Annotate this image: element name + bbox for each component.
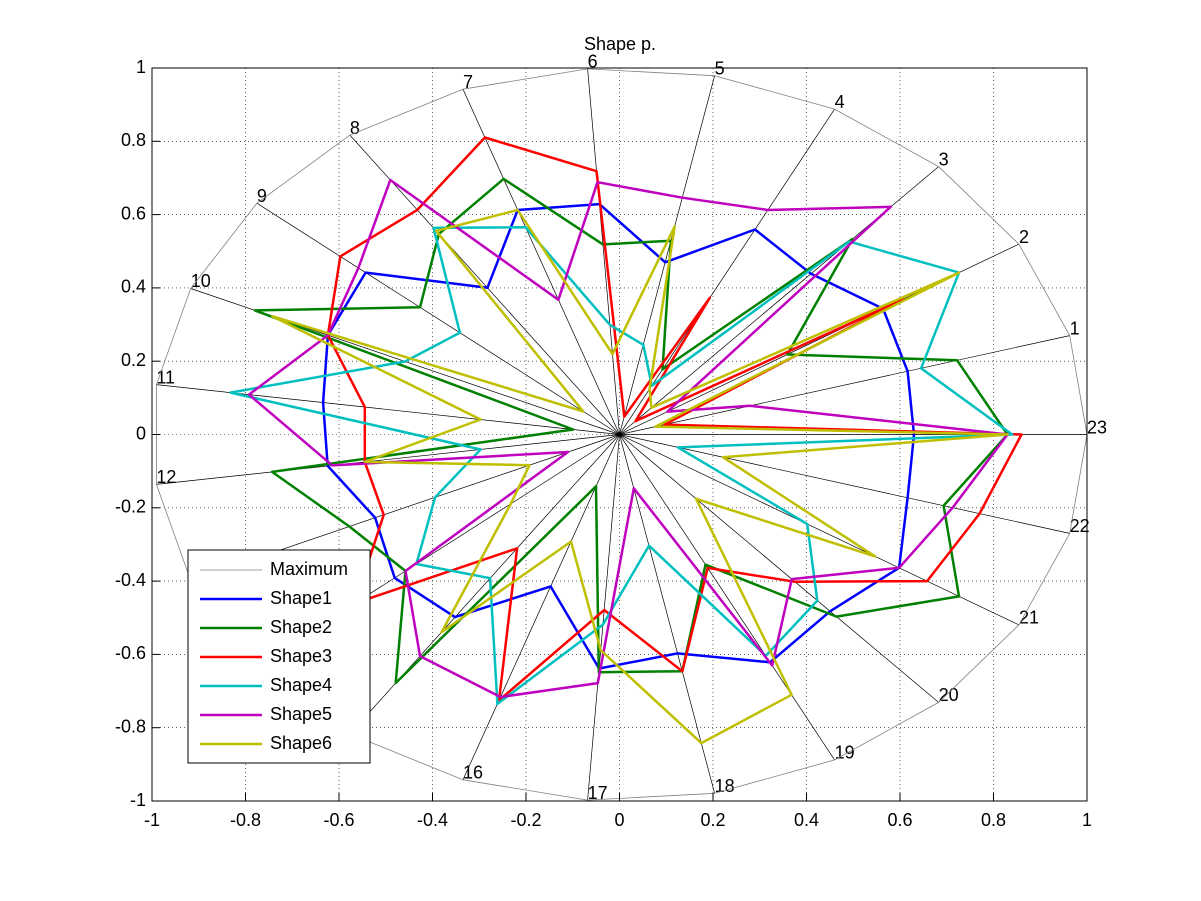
spoke-label: 1	[1070, 318, 1080, 338]
spoke-label: 23	[1087, 417, 1107, 437]
x-tick-label: -0.8	[230, 810, 261, 830]
spoke	[349, 434, 620, 735]
y-tick-label: 0.4	[121, 277, 146, 297]
legend-label: Shape2	[270, 617, 332, 637]
spoke	[587, 68, 620, 435]
y-tick-label: 0	[136, 423, 146, 443]
spoke	[349, 134, 620, 435]
legend: Maximum Shape1 Shape2 Shape3 Shape4 Shape5 Sha…	[187, 549, 371, 764]
chart-title: Shape p.	[584, 34, 656, 54]
y-tick-label: -0.8	[115, 716, 146, 736]
series-line	[270, 208, 1009, 745]
spoke	[156, 434, 620, 485]
x-tick-label: 0	[614, 810, 624, 830]
spoke-label: 19	[835, 743, 855, 763]
legend-label: Shape6	[270, 733, 332, 753]
y-tick-label: -0.6	[115, 643, 146, 663]
spoke-label: 20	[939, 685, 959, 705]
spoke-label: 12	[156, 467, 176, 487]
spoke	[619, 434, 715, 794]
spoke-label: 9	[257, 186, 267, 206]
series-line	[247, 178, 1009, 699]
spoke-label: 2	[1019, 227, 1029, 247]
x-tick-label: -0.4	[417, 810, 448, 830]
spoke-label: 7	[463, 72, 473, 92]
y-tick-label: 1	[136, 57, 146, 77]
spoke-label: 17	[588, 783, 608, 803]
spoke-label: 10	[191, 271, 211, 291]
x-tick-label: 0.8	[981, 810, 1006, 830]
x-tick-label: 0.4	[794, 810, 819, 830]
spoke-label: 18	[715, 776, 735, 796]
spoke	[619, 434, 1070, 534]
ticks: -1 -0.8 -0.6 -0.4 -0.2 0 0.2 0.4 0.6 0.8 1 -1 -0.8 -0…	[115, 57, 1092, 830]
y-tick-label: 0.8	[121, 130, 146, 150]
spoke	[256, 202, 620, 435]
spoke	[619, 434, 1020, 626]
series-group	[156, 68, 1088, 801]
spoke-label: 21	[1019, 608, 1039, 628]
spoke	[619, 434, 939, 703]
spoke	[619, 335, 1070, 435]
spoke-label: 6	[588, 52, 598, 72]
spoke	[462, 434, 620, 780]
x-tick-label: -1	[144, 810, 160, 830]
x-tick-label: 0.6	[887, 810, 912, 830]
spoke	[462, 89, 620, 435]
series-line	[156, 68, 1088, 801]
y-tick-label: -1	[130, 790, 146, 810]
spoke-label: 3	[939, 149, 949, 169]
spoke	[619, 75, 715, 435]
y-tick-label: -0.2	[115, 497, 146, 517]
legend-label: Shape1	[270, 588, 332, 608]
x-tick-label: 0.2	[700, 810, 725, 830]
legend-label: Shape5	[270, 704, 332, 724]
x-tick-label: -0.2	[510, 810, 541, 830]
spoke-label: 4	[835, 92, 845, 112]
series-line	[229, 226, 1014, 706]
y-tick-label: 0.6	[121, 203, 146, 223]
spoke	[587, 434, 620, 801]
legend-label: Shape4	[270, 675, 332, 695]
legend-label: Shape3	[270, 646, 332, 666]
y-tick-label: -0.4	[115, 570, 146, 590]
legend-label: Maximum	[270, 559, 348, 579]
spoke	[619, 434, 835, 761]
spoke-label: 8	[350, 118, 360, 138]
spoke-label: 22	[1070, 516, 1090, 536]
series-line	[326, 136, 1023, 702]
x-tick-label: -0.6	[323, 810, 354, 830]
y-tick-label: 0.2	[121, 350, 146, 370]
spoke-label: 16	[463, 763, 483, 783]
spoke	[619, 108, 835, 435]
x-tick-label: 1	[1082, 810, 1092, 830]
series-line	[321, 202, 916, 670]
